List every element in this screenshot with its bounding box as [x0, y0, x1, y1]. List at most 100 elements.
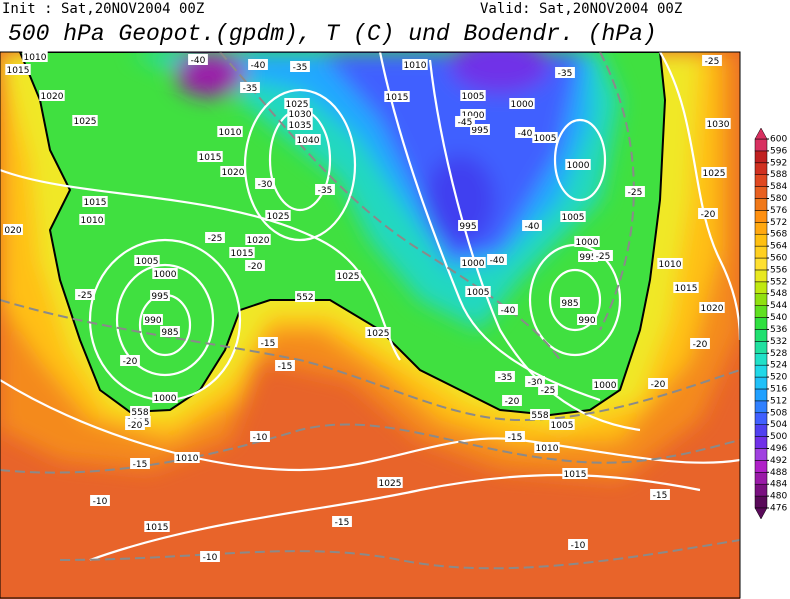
colorbar-band [754, 412, 768, 425]
colorbar-label: 548 [770, 289, 787, 299]
colorbar-label: 536 [770, 325, 787, 335]
colorbar-bottom-arrow [754, 507, 768, 520]
colorbar-top-arrow [754, 127, 768, 140]
label-box [592, 379, 618, 390]
label-box [90, 495, 110, 506]
label-box [79, 214, 105, 225]
colorbar-band [754, 472, 768, 485]
label-box [505, 431, 525, 442]
contour-label: 1020 [247, 236, 270, 246]
label-box [3, 224, 23, 235]
label-box [255, 178, 275, 189]
contour-label: 1020 [222, 168, 245, 178]
colorbar-band [754, 257, 768, 271]
label-box [248, 59, 268, 70]
contour-label: 1005 [534, 134, 557, 144]
contour-label: 1005 [462, 92, 485, 102]
contour-label: -40 [501, 306, 516, 316]
colorbar-label: 480 [770, 492, 787, 502]
contour-label: 985 [561, 299, 578, 309]
contour-label: 1015 [564, 470, 587, 480]
init-time: Init : Sat,20NOV2004 00Z [2, 1, 204, 17]
label-box [534, 442, 560, 453]
colorbar-band [754, 364, 768, 378]
label-box [701, 167, 727, 178]
contour-label: 1040 [297, 136, 320, 146]
contour-label: 1030 [707, 120, 730, 130]
label-box [530, 409, 550, 420]
label-box [565, 159, 591, 170]
contour-label: -15 [653, 491, 668, 501]
colorbar-band [754, 269, 768, 283]
label-box [365, 327, 391, 338]
contour-label: 1015 [386, 93, 409, 103]
colorbar-band [754, 436, 768, 449]
colorbar-label: 568 [770, 230, 787, 240]
label-box [144, 521, 170, 532]
contour-label: 1000 [154, 394, 177, 404]
label-box [217, 126, 243, 137]
colorbar-band [754, 138, 768, 152]
contour-label: 1035 [289, 121, 312, 131]
label-box [470, 124, 490, 135]
contour-label: 995 [579, 253, 596, 263]
colorbar-label: 512 [770, 396, 787, 406]
contour-label: 1000 [567, 161, 590, 171]
label-box [200, 551, 220, 562]
colorbar-band [754, 353, 768, 366]
contour-label: 1025 [703, 169, 726, 179]
colorbar-label: 496 [770, 444, 787, 454]
contour-label: 1030 [289, 110, 312, 120]
colorbar-band [754, 341, 768, 354]
label-box [290, 61, 310, 72]
label-box [515, 127, 535, 138]
colorbar-band [754, 483, 768, 497]
contour-label: -45 [458, 118, 473, 128]
colorbar-band [754, 150, 768, 164]
label-box [648, 378, 668, 389]
label-box [593, 250, 613, 261]
label-box [525, 376, 545, 387]
label-box [562, 468, 588, 479]
contour-label: -20 [128, 421, 143, 431]
label-box [152, 392, 178, 403]
label-box [460, 109, 486, 120]
colorbar-label: 564 [770, 242, 787, 252]
colorbar-band [754, 281, 768, 294]
contour-label: 1015 [675, 284, 698, 294]
contour-label: 552 [296, 293, 313, 303]
colorbar-band [754, 198, 768, 211]
contour-label: 1005 [562, 213, 585, 223]
label-box [229, 247, 255, 258]
label-box [549, 419, 575, 430]
colorbar-label: 572 [770, 218, 787, 228]
colorbar-band [754, 400, 768, 414]
contour-label: 1000 [462, 259, 485, 269]
contour-label: 1000 [154, 270, 177, 280]
colorbar-label: 488 [770, 468, 787, 478]
contour-label: 1000 [576, 238, 599, 248]
label-box [160, 326, 180, 337]
contour-label: -40 [191, 56, 206, 66]
contour-label: -40 [518, 129, 533, 139]
contour-label: 1010 [24, 53, 47, 63]
colorbar-label: 576 [770, 206, 787, 216]
colorbar-band [754, 210, 768, 223]
label-box [402, 59, 428, 70]
label-box [705, 118, 731, 129]
contour-label: -10 [571, 541, 586, 551]
colorbar-label: 556 [770, 265, 787, 275]
colorbar-label: 484 [770, 480, 787, 490]
contour-label: 1010 [659, 260, 682, 270]
label-box [245, 234, 271, 245]
label-box [143, 314, 163, 325]
colorbar-label: 600 [770, 135, 787, 145]
colorbar-band [754, 186, 768, 199]
label-box [460, 90, 486, 101]
contour-label: -15 [278, 362, 293, 372]
contour-label: -35 [498, 373, 513, 383]
contour-label: -20 [505, 397, 520, 407]
label-box [174, 452, 200, 463]
contour-label: -25 [78, 291, 93, 301]
colorbar-label: 492 [770, 456, 787, 466]
